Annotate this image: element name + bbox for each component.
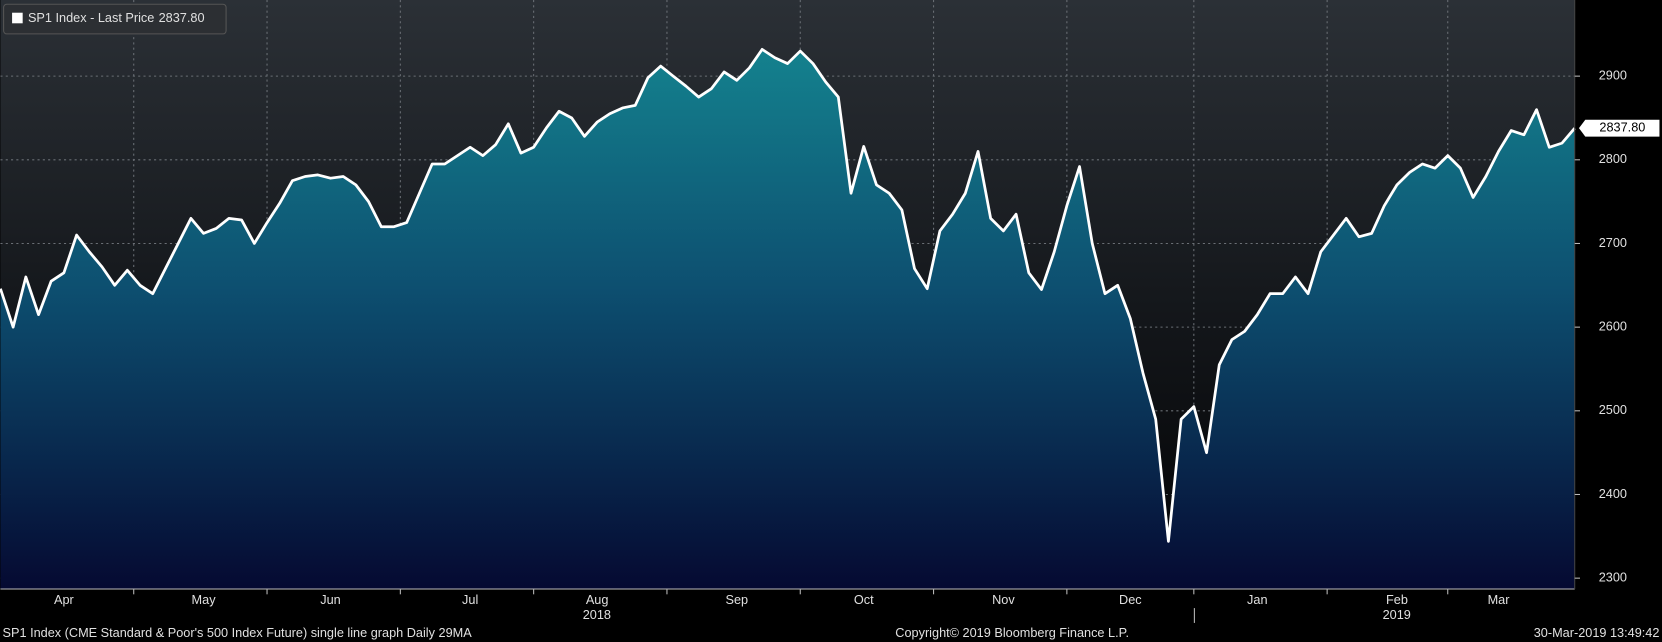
y-tick-label: 2600 [1599,319,1627,334]
x-tick-label: Sep [725,592,748,607]
legend-swatch [12,12,23,24]
legend: SP1 Index - Last Price 2837.80 [3,3,227,35]
line [0,47,1576,543]
year-label: 2019 [1383,607,1411,622]
x-tick-label: Dec [1119,592,1142,607]
legend-label: SP1 Index - Last Price [28,10,154,25]
y-tick-label: 2300 [1599,570,1627,585]
x-tick-label: Mar [1488,592,1511,607]
legend-box [3,3,227,35]
area [0,49,1575,590]
last-price-tag [1578,119,1660,137]
last-price-label: 2837.80 [1599,120,1645,135]
x-tick-label: Jun [320,592,340,607]
x-tick-label: May [192,592,217,607]
y-tick-label: 2800 [1599,151,1627,166]
year-label: 2018 [583,607,611,622]
y-tick-label: 2400 [1599,486,1627,501]
x-tick-label: Apr [54,592,75,607]
legend-value: 2837.80 [159,10,205,25]
y-tick-label: 2900 [1599,67,1627,82]
x-tick-label: Jul [462,592,478,607]
footer-copyright: Copyright© 2019 Bloomberg Finance L.P. [895,625,1129,640]
axis: 2300 2400 2500 2600 2700 2800 2900 Apr May Jun Jul… [54,67,1660,607]
footer-timestamp: 30-Mar-2019 13:49:42 [1534,625,1660,640]
axis-background [1574,0,1662,590]
y-tick-label: 2700 [1599,235,1627,250]
legend-text: SP1 Index - Last Price 2837.80 [28,10,205,25]
footer-description: SP1 Index (CME Standard & Poor's 500 Ind… [3,625,473,640]
x-tick-label: Feb [1386,592,1408,607]
x-tick-label: Jan [1247,592,1267,607]
x-tick-label: Nov [992,592,1015,607]
x-tick-label: Oct [854,592,874,607]
y-tick-label: 2500 [1599,402,1627,417]
marks [0,47,1576,590]
x-tick-label: Aug [586,592,609,607]
